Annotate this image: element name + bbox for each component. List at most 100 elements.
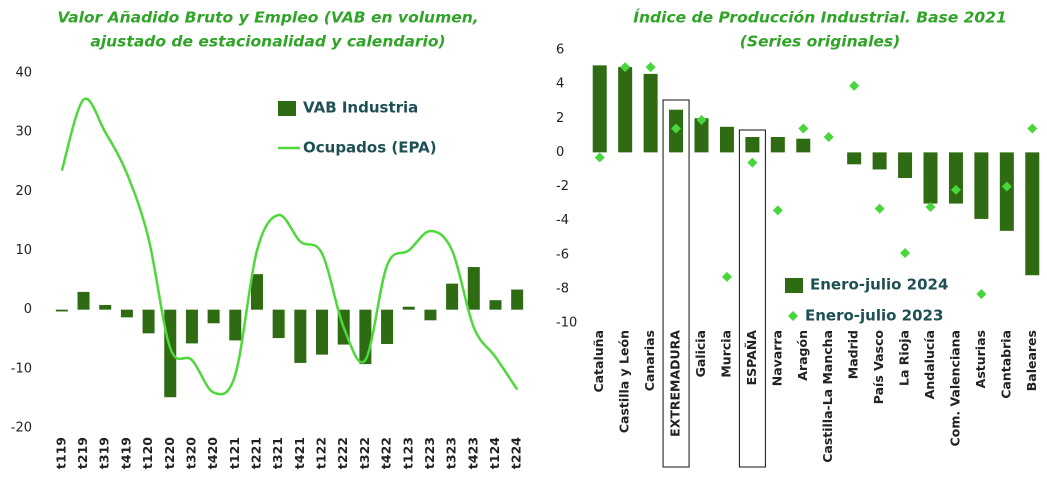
point xyxy=(721,271,732,282)
x-tick-label: t220 xyxy=(162,437,177,469)
point xyxy=(594,152,605,163)
bar xyxy=(142,309,155,334)
legend-label: VAB Industria xyxy=(303,99,418,117)
bar xyxy=(719,126,734,153)
bar xyxy=(796,138,811,153)
y-tick-label: 2 xyxy=(556,111,564,126)
x-tick-label: t121 xyxy=(227,437,242,469)
bar xyxy=(872,152,887,170)
legend-swatch xyxy=(788,311,798,321)
bar xyxy=(446,283,459,310)
x-tick-label: t423 xyxy=(465,437,480,469)
x-tick-label: Castilla-La Mancha xyxy=(820,330,835,463)
x-tick-label: EXTREMADURA xyxy=(668,330,683,437)
highlight-box xyxy=(662,99,690,468)
point xyxy=(900,248,911,259)
bar xyxy=(898,152,913,178)
bar xyxy=(948,152,963,204)
bar xyxy=(618,67,633,153)
bar xyxy=(745,137,760,153)
bar xyxy=(359,309,372,365)
bar xyxy=(974,152,989,219)
x-tick-label: t222 xyxy=(335,437,350,469)
x-tick-label: País Vasco xyxy=(871,330,886,405)
x-tick-label: t420 xyxy=(205,437,220,469)
y-tick-label: 0 xyxy=(556,145,564,160)
x-tick-label: t422 xyxy=(379,437,394,469)
x-tick-label: t224 xyxy=(509,437,524,469)
bar xyxy=(229,309,242,341)
x-tick-label: Madrid xyxy=(846,330,861,379)
x-tick-label: Cantabria xyxy=(998,330,1013,399)
y-tick-label: 6 xyxy=(556,43,564,58)
bar xyxy=(294,309,307,363)
bar xyxy=(424,309,437,321)
point xyxy=(976,288,987,299)
x-tick-label: t322 xyxy=(357,437,372,469)
y-tick-label: -8 xyxy=(556,281,569,296)
x-tick-label: Baleares xyxy=(1024,330,1039,391)
chart-title: Índice de Producción Industrial. Base 20… xyxy=(633,8,1007,27)
bar xyxy=(164,309,177,398)
x-tick-label: t124 xyxy=(487,437,502,469)
point xyxy=(874,203,885,214)
x-tick-label: ESPAÑA xyxy=(744,330,759,386)
y-tick-label: -20 xyxy=(11,421,32,436)
legend-swatch xyxy=(278,101,296,116)
y-tick-label: 40 xyxy=(15,66,32,81)
chart-title: ajustado de estacionalidad y calendario) xyxy=(90,33,445,51)
point xyxy=(950,184,961,195)
x-tick-label: t122 xyxy=(314,437,329,469)
point xyxy=(645,62,656,73)
x-tick-label: Andalucía xyxy=(922,330,937,399)
point xyxy=(798,123,809,134)
bar xyxy=(55,309,68,312)
y-tick-label: 0 xyxy=(24,302,32,317)
legend-label: Ocupados (EPA) xyxy=(303,139,437,157)
legend-label: Enero-julio 2023 xyxy=(805,307,943,325)
bar xyxy=(923,152,938,204)
point xyxy=(1027,123,1038,134)
chart-title: Valor Añadido Bruto y Empleo (VAB en vol… xyxy=(57,9,478,27)
chart-title: (Series originales) xyxy=(740,33,901,51)
y-tick-label: -10 xyxy=(556,316,577,331)
bar xyxy=(770,137,785,153)
x-tick-label: Asturias xyxy=(973,330,988,388)
y-tick-label: -4 xyxy=(556,213,569,228)
x-tick-label: t221 xyxy=(248,437,263,469)
x-tick-label: La Rioja xyxy=(897,330,912,386)
point xyxy=(620,62,631,73)
x-tick-label: Galicia xyxy=(693,330,708,377)
point xyxy=(823,132,834,143)
bar xyxy=(250,274,263,310)
x-tick-label: t421 xyxy=(292,437,307,469)
x-tick-label: Com. Valenciana xyxy=(947,330,962,446)
x-tick-label: t219 xyxy=(75,437,90,469)
bar xyxy=(77,291,90,310)
x-tick-label: Aragón xyxy=(795,330,810,381)
x-tick-label: t223 xyxy=(422,437,437,469)
bar xyxy=(467,267,480,310)
y-tick-label: -2 xyxy=(556,179,569,194)
bar xyxy=(402,306,415,310)
point xyxy=(925,201,936,212)
bar xyxy=(272,309,285,339)
bar xyxy=(1025,152,1040,276)
y-tick-label: -6 xyxy=(556,247,569,262)
x-tick-label: t323 xyxy=(444,437,459,469)
point xyxy=(696,114,707,125)
bar xyxy=(316,309,329,355)
y-tick-label: 20 xyxy=(15,184,32,199)
bar xyxy=(999,152,1014,231)
bar xyxy=(511,289,524,310)
point xyxy=(747,157,758,168)
x-tick-label: t419 xyxy=(118,437,133,469)
x-tick-label: t123 xyxy=(400,437,415,469)
x-tick-label: t119 xyxy=(53,437,68,469)
x-tick-label: Murcia xyxy=(718,330,733,378)
x-tick-label: Navarra xyxy=(769,330,784,386)
x-tick-label: t321 xyxy=(270,437,285,469)
x-tick-label: t319 xyxy=(97,437,112,469)
bar xyxy=(207,309,220,324)
